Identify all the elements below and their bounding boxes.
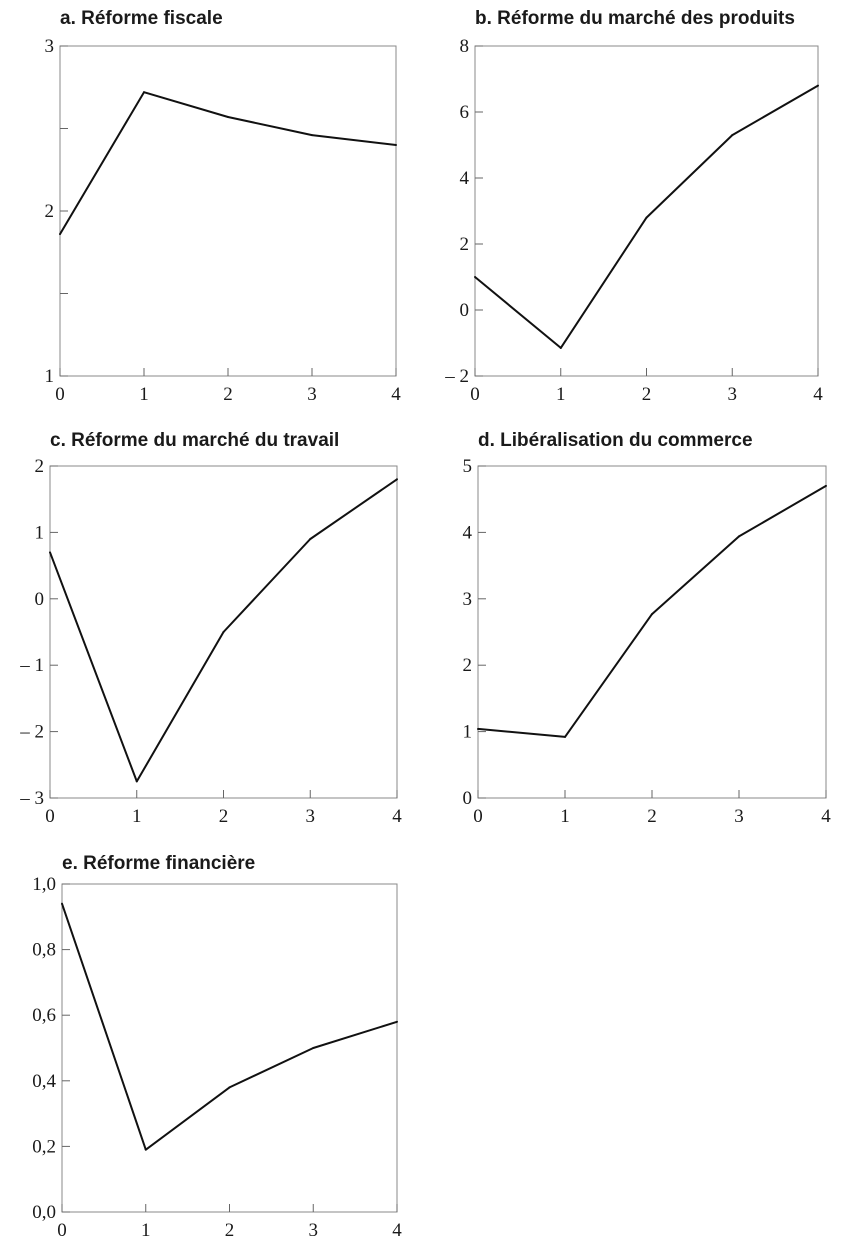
x-tick-label-trade: 3: [734, 806, 744, 827]
data-point-fiscal: [227, 115, 229, 118]
x-tick-label-trade: 4: [821, 806, 831, 827]
data-point-labour-market: [135, 780, 138, 783]
y-tick-label-financial: 0,0: [32, 1202, 56, 1223]
data-point-fiscal: [395, 144, 397, 146]
x-tick-label-product-market: 3: [728, 384, 738, 405]
y-tick-label-financial: 0,8: [32, 940, 56, 961]
y-tick-label-labour-market: – 1: [19, 655, 44, 676]
x-tick-label-labour-market: 4: [392, 806, 402, 827]
x-tick-label-product-market: 4: [813, 384, 823, 405]
y-tick-label-financial: 0,6: [32, 1005, 56, 1026]
data-point-trade: [738, 535, 740, 538]
x-tick-label-labour-market: 0: [45, 806, 55, 827]
y-tick-label-product-market: – 2: [444, 366, 469, 387]
data-point-trade: [564, 735, 566, 738]
x-tick-label-trade: 1: [560, 806, 570, 827]
x-tick-label-product-market: 2: [642, 384, 652, 405]
data-point-trade: [825, 484, 827, 487]
x-tick-label-fiscal: 4: [391, 384, 401, 405]
y-tick-label-trade: 4: [463, 522, 473, 543]
x-tick-label-financial: 2: [225, 1220, 235, 1241]
y-tick-label-fiscal: 3: [45, 36, 55, 57]
x-tick-label-financial: 0: [57, 1220, 67, 1241]
series-line-labour-market: [49, 478, 398, 783]
y-tick-label-product-market: 0: [460, 300, 470, 321]
panel-title-fiscal: a. Réforme fiscale: [60, 8, 223, 29]
data-point-financial: [312, 1047, 315, 1049]
panel-trade: d. Libéralisation du commerce 0 1 2 3 4 5 0 1 2 3 4: [463, 430, 832, 827]
x-tick-label-financial: 3: [309, 1220, 319, 1241]
data-point-product-market: [731, 134, 734, 137]
data-point-fiscal: [311, 134, 313, 137]
y-tick-label-labour-market: 0: [35, 589, 45, 610]
y-tick-label-trade: 5: [463, 456, 473, 477]
panel-title-labour-market: c. Réforme du marché du travail: [50, 430, 339, 451]
panel-title-product-market: b. Réforme du marché des produits: [475, 8, 795, 29]
y-tick-label-product-market: 8: [460, 36, 470, 57]
y-tick-label-product-market: 2: [460, 234, 470, 255]
series-line-trade: [477, 485, 827, 738]
series-line-financial: [61, 903, 398, 1151]
data-point-financial: [61, 902, 63, 905]
x-tick-label-trade: 2: [647, 806, 657, 827]
data-point-product-market: [817, 84, 819, 87]
x-tick-label-fiscal: 3: [307, 384, 317, 405]
x-tick-label-fiscal: 2: [223, 384, 233, 405]
x-tick-label-fiscal: 1: [139, 384, 149, 405]
data-point-labour-market: [309, 538, 312, 541]
panel-title-trade: d. Libéralisation du commerce: [478, 430, 753, 451]
y-tick-label-fiscal: 2: [45, 201, 55, 222]
data-point-labour-market: [222, 631, 225, 633]
data-point-financial: [144, 1148, 147, 1151]
series-line-fiscal: [59, 91, 397, 235]
y-tick-label-trade: 3: [463, 589, 473, 610]
data-point-trade: [651, 613, 653, 616]
y-tick-label-trade: 0: [463, 788, 473, 809]
plot-frame-product-market: [474, 45, 819, 377]
panel-labour-market: c. Réforme du marché du travail – 3 – 2 – 1…: [19, 430, 402, 827]
data-point-product-market: [559, 346, 562, 349]
panel-product-market: b. Réforme du marché des produits– 20246…: [444, 8, 823, 405]
x-tick-label-financial: 4: [392, 1220, 402, 1241]
y-tick-label-labour-market: 2: [35, 456, 45, 477]
y-tick-label-labour-market: – 3: [19, 788, 44, 809]
y-tick-label-trade: 1: [463, 722, 473, 743]
data-point-product-market: [474, 276, 476, 278]
y-tick-label-financial: 0,4: [32, 1071, 56, 1092]
data-point-product-market: [645, 216, 648, 219]
x-tick-label-labour-market: 1: [132, 806, 142, 827]
x-tick-label-financial: 1: [141, 1220, 151, 1241]
y-tick-label-fiscal: 1: [45, 366, 55, 387]
x-tick-label-product-market: 1: [556, 384, 566, 405]
data-point-fiscal: [59, 233, 61, 236]
data-point-labour-market: [396, 478, 398, 481]
y-tick-label-labour-market: – 2: [19, 722, 44, 743]
y-tick-label-product-market: 4: [460, 168, 470, 189]
x-tick-label-fiscal: 0: [55, 384, 65, 405]
plot-frame-financial: [61, 883, 398, 1213]
y-tick-label-trade: 2: [463, 655, 473, 676]
x-tick-label-trade: 0: [473, 806, 483, 827]
data-point-financial: [396, 1020, 398, 1023]
data-point-fiscal: [143, 91, 145, 94]
panel-financial: e. Réforme financière 0,0 0,2 0,4 0,6 0,8 1,0 0…: [32, 853, 402, 1241]
y-tick-label-product-market: 6: [460, 102, 470, 123]
x-tick-label-labour-market: 3: [306, 806, 316, 827]
data-point-trade: [477, 727, 479, 730]
y-tick-label-financial: 1,0: [32, 874, 56, 895]
data-point-labour-market: [49, 551, 51, 554]
x-tick-label-labour-market: 2: [219, 806, 229, 827]
x-tick-label-product-market: 0: [470, 384, 480, 405]
panel-title-financial: e. Réforme financière: [62, 853, 255, 874]
data-point-financial: [228, 1086, 231, 1089]
y-tick-label-labour-market: 1: [35, 522, 45, 543]
plot-frame-fiscal: [59, 45, 397, 377]
y-tick-label-financial: 0,2: [32, 1136, 56, 1157]
